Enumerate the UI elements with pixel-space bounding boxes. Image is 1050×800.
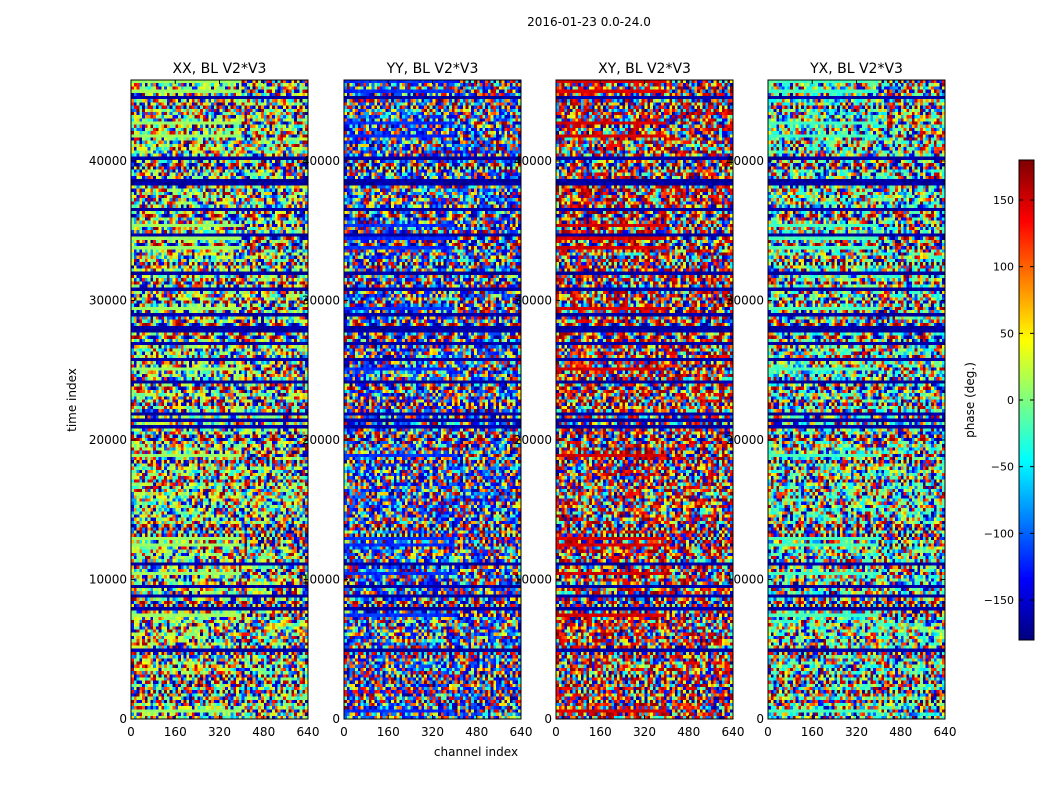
y-tick-label: 0 <box>756 712 764 726</box>
x-tick-label: 160 <box>164 725 187 739</box>
colorbar: −150 −100 −50 0 50 100 150 <box>984 159 1035 641</box>
colorbar-tick-label: 150 <box>993 194 1014 207</box>
colorbar-tick-label: −150 <box>984 594 1014 607</box>
y-tick-label: 40000 <box>514 154 552 168</box>
colorbar-tick-label: 50 <box>1000 327 1014 340</box>
x-tick-label: 0 <box>764 725 772 739</box>
x-tick-label: 320 <box>633 725 656 739</box>
y-tick-label: 20000 <box>302 433 340 447</box>
y-axis-label: time index <box>65 368 79 432</box>
panel-title: XX, BL V2*V3 <box>173 61 267 77</box>
x-tick-label: 480 <box>465 725 488 739</box>
colorbar-tick-label: −50 <box>991 461 1014 474</box>
y-tick-label: 30000 <box>726 293 764 307</box>
figure-suptitle: 2016-01-23 0.0-24.0 <box>527 15 651 29</box>
y-tick-label: 10000 <box>514 572 552 586</box>
panels-group: XX, BL V2*V3 0 160 320 480 640 0 10000 20000 3000… <box>89 61 957 739</box>
x-tick-label: 160 <box>377 725 400 739</box>
x-tick-label: 0 <box>127 725 135 739</box>
y-tick-label: 30000 <box>89 293 127 307</box>
x-tick-label: 640 <box>722 725 745 739</box>
heatmap-image <box>344 80 521 719</box>
x-axis-label: channel index <box>434 745 518 759</box>
x-tick-label: 640 <box>934 725 957 739</box>
y-tick-label: 10000 <box>89 572 127 586</box>
x-tick-label: 480 <box>889 725 912 739</box>
x-tick-label: 0 <box>340 725 348 739</box>
y-tick-label: 20000 <box>89 433 127 447</box>
colorbar-tick-label: 0 <box>1007 394 1014 407</box>
x-tick-label: 480 <box>677 725 700 739</box>
y-tick-label: 0 <box>119 712 127 726</box>
x-tick-label: 0 <box>552 725 560 739</box>
y-tick-label: 40000 <box>89 154 127 168</box>
colorbar-tick-label: −100 <box>984 527 1014 540</box>
y-tick-label: 40000 <box>302 154 340 168</box>
x-tick-label: 160 <box>801 725 824 739</box>
panel-4: YX, BL V2*V3 0 160 320 480 640 0 10000 20000 3000… <box>726 61 957 739</box>
colorbar-tick-label: 100 <box>993 261 1014 274</box>
panel-title: YX, BL V2*V3 <box>809 61 903 77</box>
x-tick-label: 640 <box>510 725 533 739</box>
y-tick-label: 0 <box>544 712 552 726</box>
y-tick-label: 30000 <box>302 293 340 307</box>
y-tick-label: 30000 <box>514 293 552 307</box>
y-tick-label: 20000 <box>514 433 552 447</box>
x-tick-label: 320 <box>421 725 444 739</box>
y-tick-label: 10000 <box>726 572 764 586</box>
panel-title: XY, BL V2*V3 <box>598 61 691 77</box>
x-tick-label: 320 <box>208 725 231 739</box>
x-tick-label: 320 <box>845 725 868 739</box>
x-tick-label: 640 <box>297 725 320 739</box>
panel-title: YY, BL V2*V3 <box>386 61 479 77</box>
y-tick-label: 10000 <box>302 572 340 586</box>
x-tick-label: 160 <box>589 725 612 739</box>
y-tick-label: 0 <box>332 712 340 726</box>
panel-3: XY, BL V2*V3 0 160 320 480 640 0 10000 20000 3000… <box>514 61 745 739</box>
colorbar-label: phase (deg.) <box>963 362 977 438</box>
y-tick-label: 20000 <box>726 433 764 447</box>
heatmap-image <box>768 80 945 719</box>
panel-2: YY, BL V2*V3 0 160 320 480 640 0 10000 20000 3000… <box>302 61 533 739</box>
panel-1: XX, BL V2*V3 0 160 320 480 640 0 10000 20000 3000… <box>89 61 320 739</box>
colorbar-gradient <box>1019 160 1034 640</box>
y-tick-label: 40000 <box>726 154 764 168</box>
x-tick-label: 480 <box>252 725 275 739</box>
heatmap-image <box>556 80 733 719</box>
heatmap-image <box>131 80 308 719</box>
